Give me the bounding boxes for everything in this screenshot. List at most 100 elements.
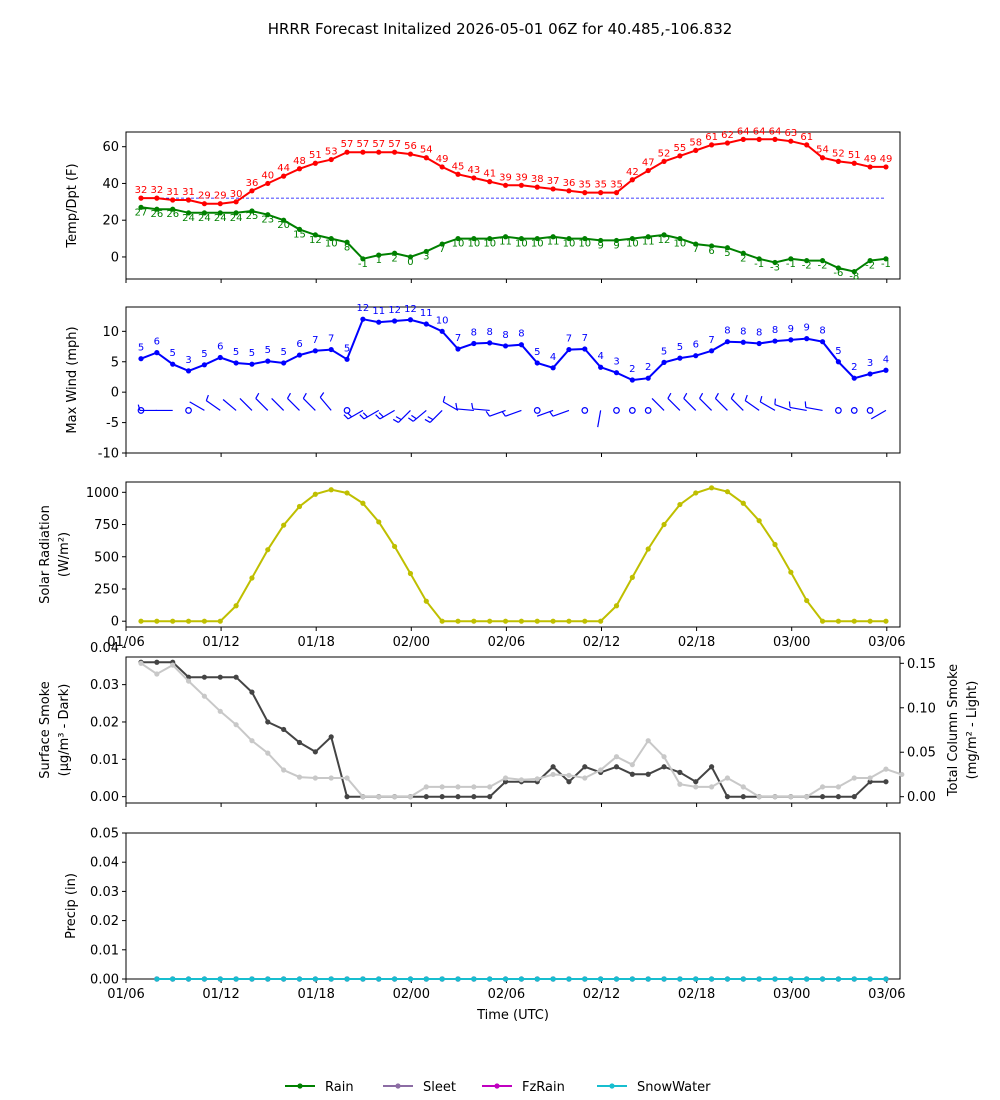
- wind-data-label: 6: [217, 341, 223, 352]
- wind-point: [693, 353, 699, 359]
- smoke-point: [740, 794, 746, 800]
- xlabel: Time (UTC): [476, 1008, 549, 1023]
- smoke-point: [518, 777, 525, 783]
- wind-axes-frame: [125, 306, 901, 454]
- temp-data-label: 20: [277, 220, 290, 231]
- temp-data-label: 10: [531, 239, 544, 250]
- smoke-point: [645, 738, 651, 744]
- precip-point: [740, 976, 746, 982]
- temp-data-label: 35: [578, 180, 591, 191]
- smoke-point: [867, 779, 873, 785]
- temp-data-label: 61: [705, 132, 718, 143]
- wind-data-label: 2: [851, 362, 857, 373]
- temp-point: [518, 182, 525, 188]
- temp-point: [804, 258, 810, 264]
- temp-point: [613, 190, 620, 196]
- temp-point: [613, 237, 620, 244]
- solar-ylabel-unit: (W/m²): [57, 532, 72, 577]
- wind-data-label: 9: [788, 324, 794, 335]
- wind-data-label: 10: [436, 315, 449, 326]
- precip-point: [867, 976, 873, 982]
- solar-point: [471, 618, 477, 624]
- temp-data-label: 10: [467, 239, 480, 250]
- xtick-label: 02/00: [393, 635, 430, 650]
- smoke-point: [566, 779, 572, 785]
- temp-point: [249, 188, 255, 194]
- wind-barb: [189, 401, 205, 411]
- wind-data-label: 8: [772, 325, 778, 336]
- wind-barb-calm: [628, 407, 636, 414]
- wind-barb: [788, 401, 807, 412]
- wind-point: [819, 339, 826, 345]
- solar-point: [217, 618, 223, 624]
- smoke-point: [154, 671, 160, 677]
- temp-data-label: 10: [515, 239, 528, 250]
- smoke-point: [645, 771, 651, 777]
- xtick-label: 01/12: [202, 635, 239, 650]
- wind-barb: [255, 392, 269, 411]
- solar-point: [740, 500, 746, 506]
- temp-point: [439, 164, 445, 170]
- wind-data-label: 5: [280, 347, 286, 358]
- smoke-point: [566, 772, 572, 778]
- wind-point: [201, 362, 207, 368]
- smoke-point: [455, 784, 461, 790]
- temp-data-label: 7: [693, 244, 699, 255]
- wind-data-label: 8: [740, 326, 746, 337]
- solar-point: [709, 485, 715, 491]
- temp-point: [439, 241, 445, 247]
- temp-point: [249, 208, 255, 214]
- wind-barb: [744, 394, 760, 411]
- precip-point: [376, 976, 382, 982]
- wind-barb: [239, 397, 253, 411]
- temp-data-label: 8: [344, 242, 350, 253]
- smoke-point: [265, 750, 271, 756]
- temp-data-label: 49: [880, 154, 893, 165]
- figure-title: HRRR Forecast Initalized 2026-05-01 06Z …: [268, 20, 733, 38]
- wind-data-label: 5: [661, 346, 667, 357]
- temp-ytick-label: 20: [102, 214, 119, 229]
- temp-point: [629, 235, 635, 242]
- temp-data-label: 32: [135, 185, 148, 196]
- precip-point: [185, 976, 192, 982]
- smoke-point: [613, 754, 620, 760]
- wind-barb-calm: [185, 407, 192, 414]
- solar-point: [455, 618, 461, 624]
- precip-ytick-label: 0.04: [90, 856, 119, 871]
- temp-data-label: 24: [182, 213, 195, 224]
- temp-data-label: -1: [881, 259, 891, 270]
- temp-point: [566, 235, 572, 242]
- temp-point: [534, 184, 540, 190]
- temp-data-label: 61: [800, 132, 813, 143]
- wind-barb: [804, 401, 823, 412]
- temp-point: [598, 237, 604, 244]
- wind-point: [518, 342, 525, 348]
- wind-data-label: 9: [804, 323, 810, 334]
- smoke-point: [296, 774, 303, 780]
- temp-data-label: 29: [198, 191, 211, 202]
- solar-point: [835, 618, 842, 624]
- smoke-y2tick-label: 0.05: [907, 746, 936, 761]
- xtick-label: 01/06: [107, 987, 144, 1002]
- temp-point: [550, 234, 556, 240]
- temp-data-label: 57: [341, 139, 354, 150]
- wind-point: [312, 348, 318, 354]
- precip-point: [344, 976, 350, 982]
- temp-point: [883, 256, 889, 262]
- solar-point: [819, 618, 826, 624]
- wind-barb: [424, 409, 443, 423]
- wind-data-label: 5: [170, 348, 176, 359]
- temp-point: [582, 235, 588, 242]
- solar-point: [360, 500, 366, 506]
- smoke-point: [423, 784, 429, 790]
- wind-barb: [501, 409, 522, 417]
- smoke-point: [344, 794, 350, 800]
- temp-data-label: 39: [515, 172, 528, 183]
- solar-ytick-label: 0: [111, 615, 119, 630]
- temp-data-label: 9: [597, 240, 603, 251]
- temp-point: [724, 245, 731, 251]
- xtick-label: 03/06: [868, 635, 905, 650]
- solar-point: [312, 491, 318, 497]
- temp-data-label: 51: [309, 150, 322, 161]
- wind-data-label: 5: [249, 348, 255, 359]
